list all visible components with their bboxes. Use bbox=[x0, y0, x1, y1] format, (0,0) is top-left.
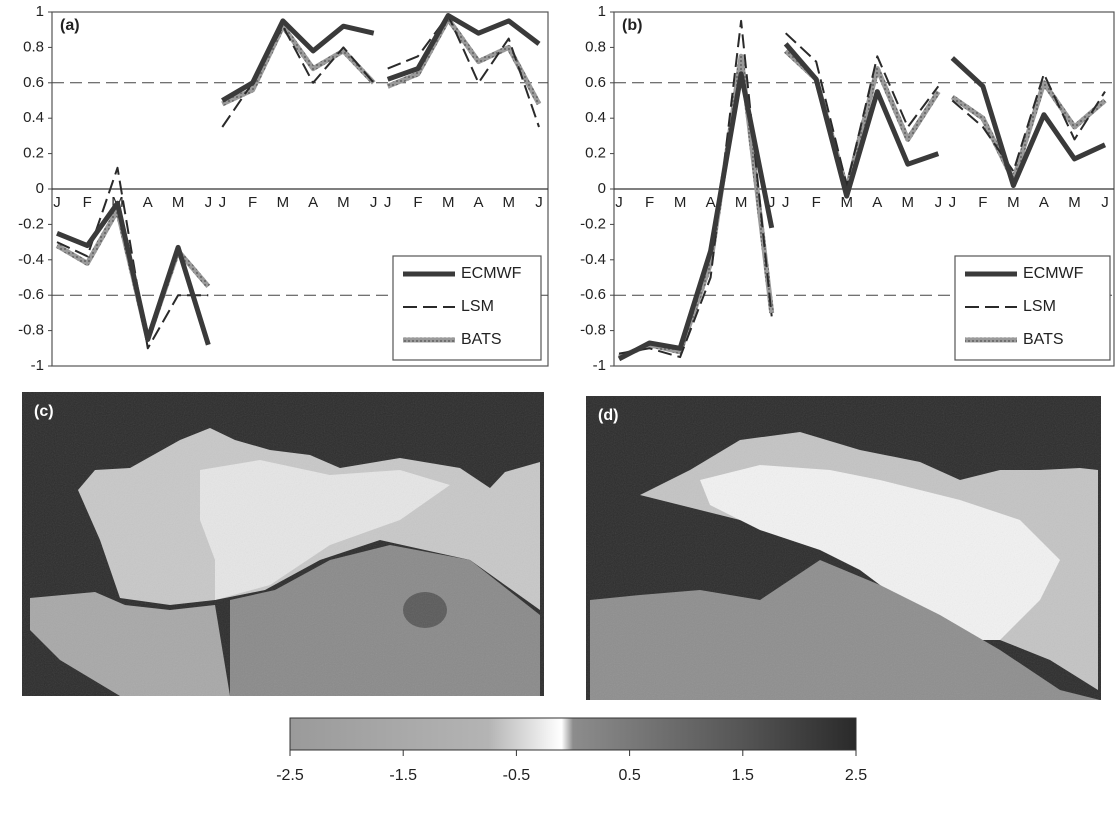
panel-label-c: (c) bbox=[34, 403, 54, 420]
legend-label-ecmwf: ECMWF bbox=[461, 265, 522, 282]
y-tick-label: 0 bbox=[36, 180, 44, 197]
y-tick-label: 0.8 bbox=[23, 38, 44, 55]
colorbar-tick-label: 2.5 bbox=[845, 767, 867, 784]
series-lsm-line bbox=[221, 25, 375, 128]
month-tick-label: A bbox=[1039, 194, 1049, 211]
month-tick-label: J bbox=[949, 194, 957, 211]
legend-label-ecmwf: ECMWF bbox=[1023, 265, 1084, 282]
month-tick-label: J bbox=[384, 194, 392, 211]
colorbar-tick-label: -1.5 bbox=[389, 767, 417, 784]
y-tick-label: -0.8 bbox=[580, 322, 606, 339]
month-tick-label: M bbox=[277, 194, 290, 211]
month-tick-label: J bbox=[53, 194, 61, 211]
month-tick-label: M bbox=[674, 194, 687, 211]
series-bats-line bbox=[386, 16, 542, 106]
colorbar-ticks: -2.5 -1.5 -0.5 0.5 1.5 2.5 bbox=[276, 750, 867, 784]
colorbar-tick-label: 1.5 bbox=[732, 767, 754, 784]
series-ecmwf-line bbox=[56, 200, 211, 346]
panel-label: (b) bbox=[622, 17, 642, 34]
series-ecmwf-line bbox=[617, 71, 775, 362]
month-tick-label: J bbox=[219, 194, 227, 211]
month-tick-label: M bbox=[337, 194, 350, 211]
month-tick-label: M bbox=[840, 194, 853, 211]
month-tick-label: F bbox=[413, 194, 422, 211]
y-tick-label: -0.4 bbox=[580, 251, 606, 268]
y-tick-label: 0 bbox=[598, 180, 606, 197]
series-lsm-line bbox=[387, 14, 540, 128]
panel-d: (d) bbox=[586, 396, 1101, 700]
panel-label: (a) bbox=[60, 17, 80, 34]
series-ecmwf-line bbox=[950, 56, 1107, 188]
month-tick-label: F bbox=[978, 194, 987, 211]
month-tick-label: M bbox=[502, 194, 515, 211]
colorbar-tick-label: -2.5 bbox=[276, 767, 304, 784]
month-tick-label: A bbox=[473, 194, 483, 211]
series-lsm-line bbox=[785, 32, 940, 187]
y-tick-label: -0.2 bbox=[18, 215, 44, 232]
month-tick-label: F bbox=[248, 194, 257, 211]
series-ecmwf-line bbox=[386, 13, 541, 82]
series-ecmwf-line bbox=[221, 18, 375, 103]
month-tick-label: M bbox=[1068, 194, 1081, 211]
y-tick-label: 0.4 bbox=[23, 109, 44, 126]
y-tick-label: -0.6 bbox=[18, 286, 44, 303]
month-tick-label: M bbox=[902, 194, 915, 211]
month-tick-label: M bbox=[735, 194, 748, 211]
month-tick-label: A bbox=[308, 194, 318, 211]
colorbar: -2.5 -1.5 -0.5 0.5 1.5 2.5 bbox=[276, 717, 867, 784]
series-lsm-line bbox=[56, 166, 209, 350]
month-tick-label: J bbox=[1101, 194, 1109, 211]
month-tick-label: F bbox=[645, 194, 654, 211]
y-tick-label: -0.2 bbox=[580, 215, 606, 232]
y-tick-label: -1 bbox=[593, 357, 606, 374]
y-tick-label: 0.8 bbox=[585, 38, 606, 55]
y-tick-label: -1 bbox=[31, 357, 44, 374]
month-tick-label: J bbox=[935, 194, 943, 211]
legend-label-bats: BATS bbox=[461, 331, 502, 348]
y-tick-label: 0.2 bbox=[585, 145, 606, 162]
y-tick-label: 0.6 bbox=[585, 74, 606, 91]
month-tick-label: A bbox=[872, 194, 882, 211]
month-tick-label: F bbox=[83, 194, 92, 211]
colorbar-tick-label: 0.5 bbox=[618, 767, 640, 784]
y-tick-label: -0.8 bbox=[18, 322, 44, 339]
map-d-grain bbox=[586, 396, 1101, 700]
y-tick-label: 0.6 bbox=[23, 74, 44, 91]
month-tick-label: J bbox=[615, 194, 623, 211]
series-lsm-line bbox=[618, 19, 773, 359]
legend-label-bats: BATS bbox=[1023, 331, 1064, 348]
y-tick-label: 0.2 bbox=[23, 145, 44, 162]
colorbar-gradient bbox=[289, 717, 857, 751]
series-bats-line bbox=[950, 80, 1107, 183]
panel-b: 1 0.8 0.6 0.4 0.2 0 -0.2 -0.4 -0.6 -0.8 -1 (b) J F M A M… bbox=[580, 3, 1115, 374]
legend-label-lsm: LSM bbox=[1023, 298, 1056, 315]
y-tick-label: -0.6 bbox=[580, 286, 606, 303]
month-tick-label: J bbox=[370, 194, 378, 211]
panel-a: 1 0.8 0.6 0.4 0.2 0 -0.2 -0.4 -0.6 -0.8 -1 (a) J F M A M… bbox=[18, 3, 549, 374]
month-tick-label: A bbox=[706, 194, 716, 211]
month-tick-label: J bbox=[768, 194, 776, 211]
panel-label-d: (d) bbox=[598, 407, 618, 424]
series-lsm-line bbox=[951, 72, 1106, 173]
y-tick-label: 0.4 bbox=[585, 109, 606, 126]
month-tick-label: F bbox=[812, 194, 821, 211]
map-c-grain bbox=[22, 392, 544, 696]
month-tick-label: A bbox=[143, 194, 153, 211]
y-tick-label: 1 bbox=[36, 3, 44, 20]
y-tick-label: 1 bbox=[598, 3, 606, 20]
month-tick-label: J bbox=[782, 194, 790, 211]
month-tick-label: J bbox=[205, 194, 213, 211]
series-bats-line bbox=[221, 23, 376, 107]
series-ecmwf-line bbox=[783, 42, 940, 199]
panel-c: (c) bbox=[22, 392, 544, 696]
legend-label-lsm: LSM bbox=[461, 298, 494, 315]
month-tick-label: M bbox=[1007, 194, 1020, 211]
y-tick-label: -0.4 bbox=[18, 251, 44, 268]
month-tick-label: J bbox=[535, 194, 543, 211]
month-tick-label: M bbox=[442, 194, 455, 211]
month-tick-label: M bbox=[172, 194, 185, 211]
colorbar-tick-label: -0.5 bbox=[503, 767, 531, 784]
